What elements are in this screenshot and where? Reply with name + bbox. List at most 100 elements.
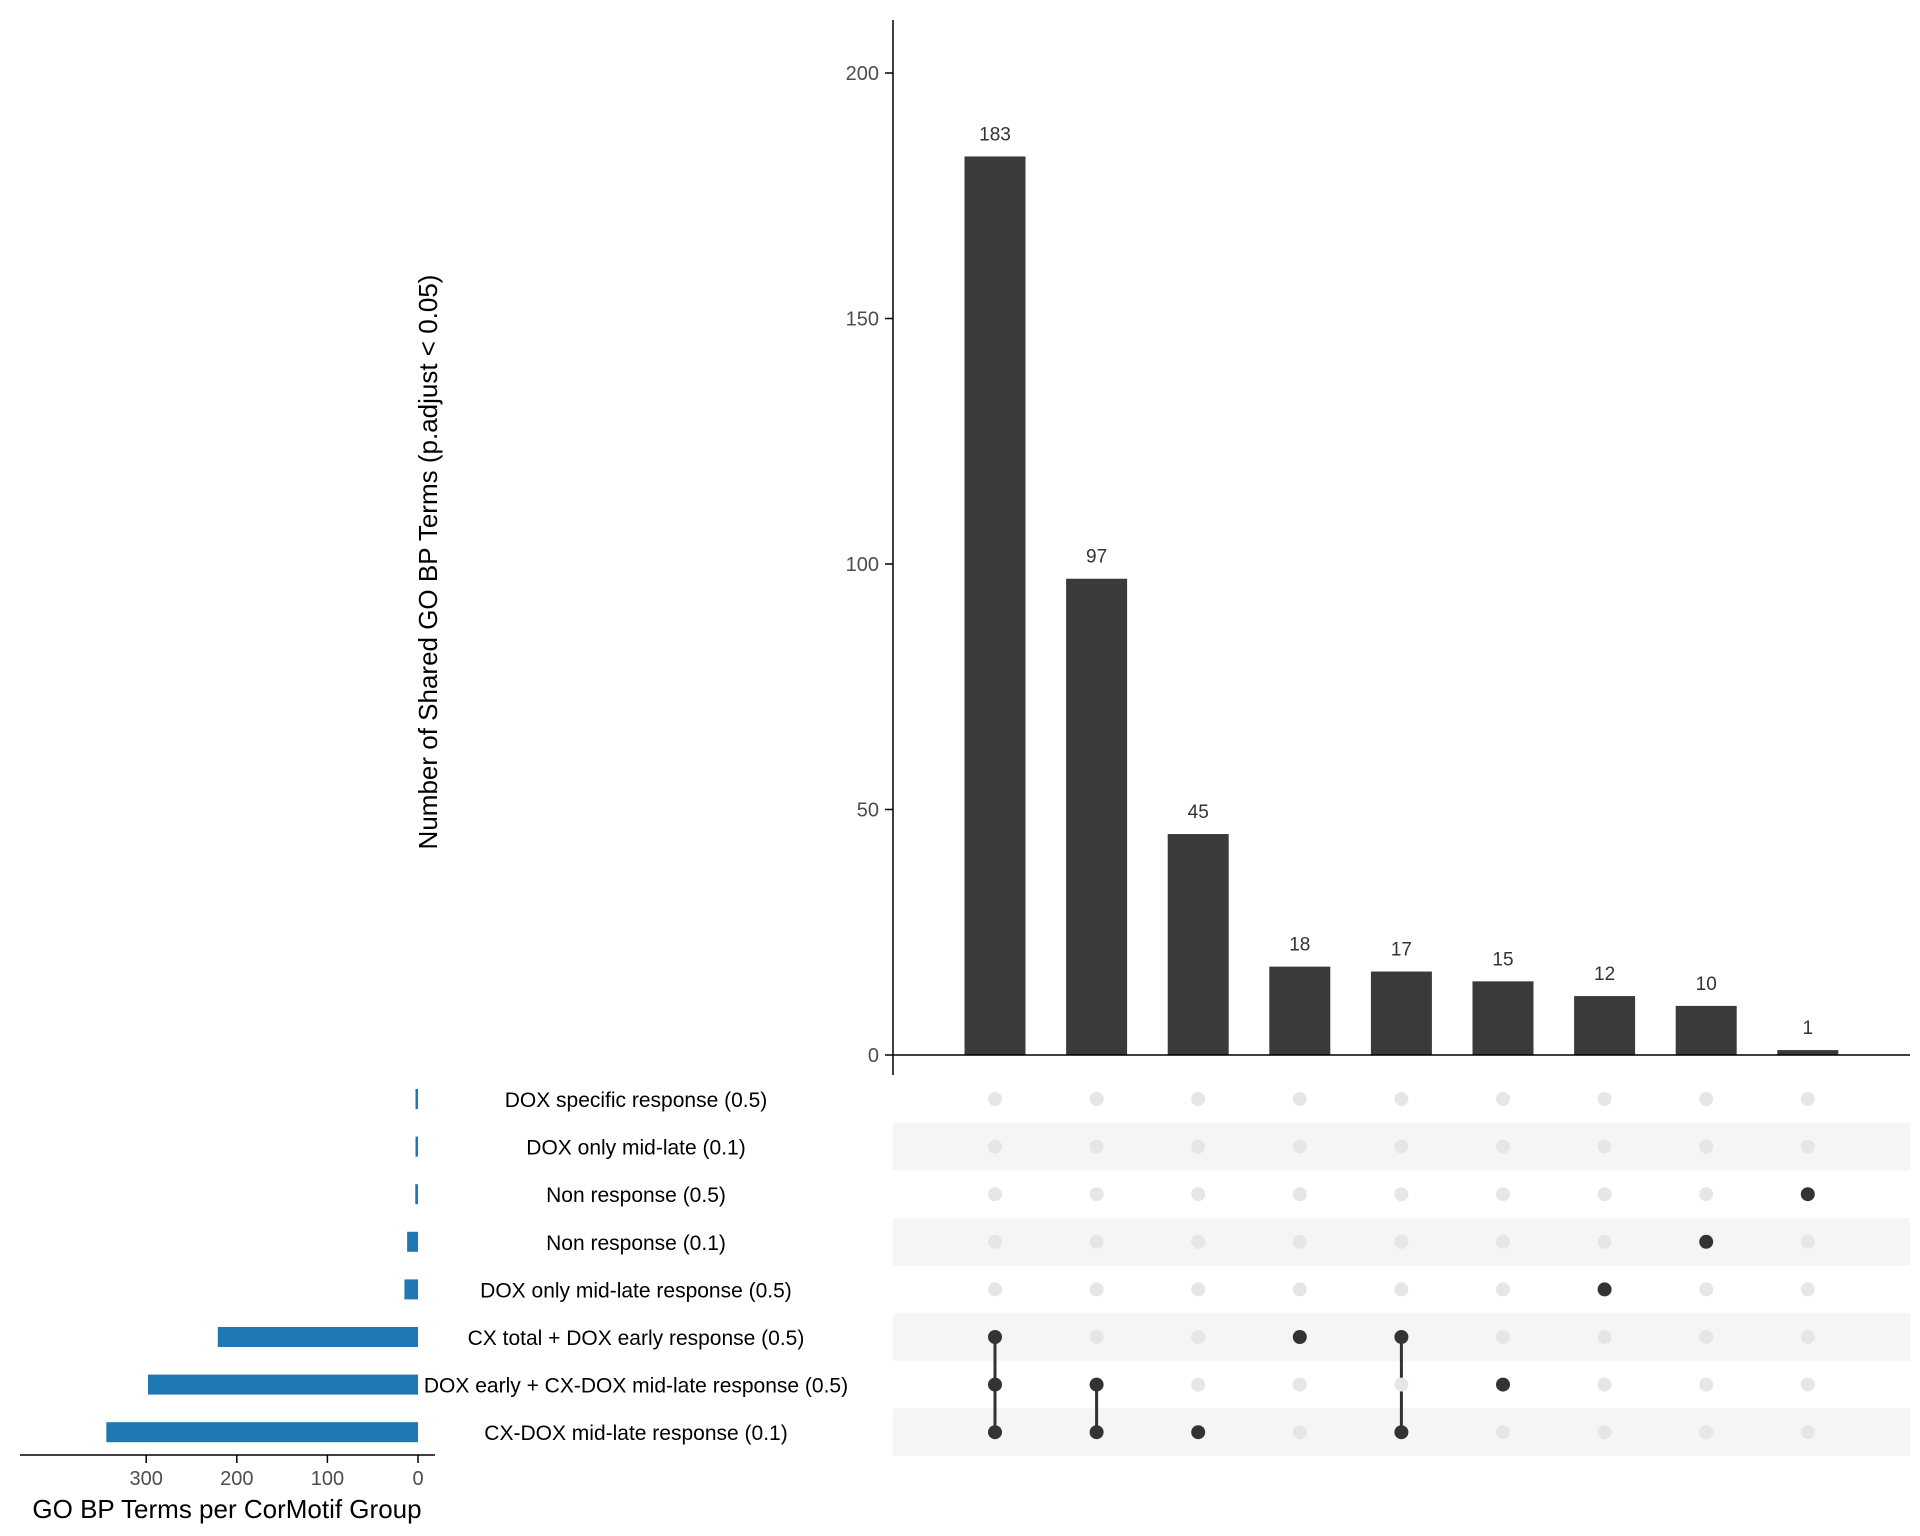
set-size-x-axis: 300 200 100 0 bbox=[20, 1454, 435, 1490]
matrix-dot-inactive bbox=[1191, 1187, 1206, 1202]
set-label: DOX only mid-late response (0.5) bbox=[480, 1279, 792, 1302]
matrix-dot-inactive bbox=[1800, 1282, 1815, 1297]
matrix-dot-inactive bbox=[1597, 1187, 1612, 1202]
intersection-y-axis: 0 50 100 150 200 bbox=[846, 20, 1910, 1075]
matrix-dot-inactive bbox=[1699, 1425, 1714, 1440]
intersection-bar bbox=[964, 156, 1026, 1056]
matrix-dots bbox=[988, 1092, 1815, 1440]
intersection-bar bbox=[1472, 981, 1534, 1055]
intersection-y-tick-label: 100 bbox=[846, 554, 879, 576]
matrix-dot-inactive bbox=[1699, 1092, 1714, 1106]
set-label: Non response (0.5) bbox=[546, 1184, 726, 1207]
matrix-dot-inactive bbox=[1800, 1139, 1815, 1154]
intersection-bar bbox=[1066, 578, 1128, 1055]
matrix-dot-inactive bbox=[1496, 1425, 1510, 1440]
matrix-dot-inactive bbox=[1292, 1092, 1307, 1106]
matrix-dot-inactive bbox=[1292, 1187, 1307, 1202]
intersection-y-tick-label: 50 bbox=[857, 800, 879, 822]
matrix-dot-active bbox=[1597, 1282, 1612, 1297]
matrix-dot-inactive bbox=[1292, 1377, 1307, 1392]
matrix-dot-inactive bbox=[1191, 1282, 1206, 1297]
intersection-bar bbox=[1675, 1005, 1737, 1055]
set-size-bar bbox=[217, 1327, 418, 1347]
matrix-dot-inactive bbox=[1496, 1282, 1510, 1297]
intersection-bar-label: 17 bbox=[1391, 940, 1412, 961]
set-label: CX-DOX mid-late response (0.1) bbox=[484, 1422, 787, 1445]
set-label: CX total + DOX early response (0.5) bbox=[468, 1327, 805, 1350]
matrix-dot-inactive bbox=[1089, 1330, 1104, 1344]
matrix-dot-inactive bbox=[1800, 1330, 1815, 1344]
matrix-dot-inactive bbox=[1394, 1139, 1409, 1154]
matrix-dot-active bbox=[1496, 1377, 1510, 1392]
matrix-dot-inactive bbox=[1292, 1234, 1307, 1249]
set-size-x-axis-title: GO BP Terms per CorMotif Group bbox=[32, 1494, 421, 1524]
matrix-dot-inactive bbox=[1089, 1234, 1104, 1249]
set-size-bars bbox=[106, 1089, 418, 1443]
matrix-dot-inactive bbox=[988, 1282, 1002, 1297]
matrix-dot-inactive bbox=[1292, 1282, 1307, 1297]
intersection-bar-label: 15 bbox=[1492, 949, 1513, 970]
matrix-dot-inactive bbox=[1292, 1425, 1307, 1440]
set-size-tick-label: 100 bbox=[311, 1468, 344, 1490]
matrix-dot-active bbox=[988, 1330, 1002, 1344]
set-size-bar bbox=[148, 1374, 418, 1395]
matrix-dot-inactive bbox=[1394, 1282, 1409, 1297]
matrix-dot-inactive bbox=[1191, 1139, 1206, 1154]
matrix-dot-inactive bbox=[1089, 1139, 1104, 1154]
matrix-dot-inactive bbox=[988, 1234, 1002, 1249]
set-size-bar bbox=[106, 1422, 418, 1443]
intersection-bar bbox=[1269, 966, 1331, 1055]
intersection-bar-label: 12 bbox=[1594, 964, 1615, 985]
matrix-dot-inactive bbox=[1496, 1187, 1510, 1202]
matrix-dot-inactive bbox=[1394, 1092, 1409, 1106]
matrix-dot-inactive bbox=[1089, 1282, 1104, 1297]
matrix-dot-inactive bbox=[1496, 1139, 1510, 1154]
matrix-dot-active bbox=[1191, 1425, 1206, 1440]
matrix-dot-inactive bbox=[1597, 1377, 1612, 1392]
set-label: DOX early + CX-DOX mid-late response (0.… bbox=[424, 1375, 848, 1398]
intersection-bar-label: 97 bbox=[1086, 547, 1107, 568]
intersection-bars: 183 97 45 18 17 15 12 10 1 bbox=[964, 124, 1839, 1056]
matrix-dot-inactive bbox=[988, 1139, 1002, 1154]
set-labels: DOX specific response (0.5) DOX only mid-… bbox=[424, 1089, 848, 1445]
matrix-dot-inactive bbox=[1800, 1092, 1815, 1106]
intersection-y-axis-title: Number of Shared GO BP Terms (p.adjust <… bbox=[413, 275, 443, 850]
set-size-tick-label: 200 bbox=[220, 1468, 253, 1490]
matrix-dot-inactive bbox=[1292, 1139, 1307, 1154]
matrix-dot-inactive bbox=[1597, 1330, 1612, 1344]
matrix-dot-inactive bbox=[1089, 1092, 1104, 1106]
intersection-bar bbox=[1574, 996, 1636, 1055]
set-size-bar bbox=[404, 1279, 418, 1300]
matrix-dot-active bbox=[1089, 1425, 1104, 1440]
matrix-dot-inactive bbox=[1191, 1330, 1206, 1344]
set-size-bar bbox=[415, 1136, 418, 1157]
matrix-dot-active bbox=[1699, 1234, 1714, 1249]
matrix-dot-inactive bbox=[1089, 1187, 1104, 1202]
matrix-dot-inactive bbox=[1597, 1139, 1612, 1154]
set-label: Non response (0.1) bbox=[546, 1232, 726, 1255]
set-size-bar bbox=[415, 1089, 418, 1109]
matrix-dot-inactive bbox=[1496, 1330, 1510, 1344]
matrix-dot-active bbox=[988, 1425, 1002, 1440]
intersection-y-tick-label: 150 bbox=[846, 309, 879, 331]
set-size-bar bbox=[415, 1184, 418, 1205]
matrix-dot-inactive bbox=[988, 1187, 1002, 1202]
matrix-dot-inactive bbox=[1597, 1092, 1612, 1106]
matrix-dot-inactive bbox=[1496, 1092, 1510, 1106]
set-size-bar bbox=[407, 1231, 418, 1252]
matrix-dot-active bbox=[988, 1377, 1002, 1392]
matrix-dot-inactive bbox=[1800, 1234, 1815, 1249]
matrix-dot-inactive bbox=[1800, 1377, 1815, 1392]
matrix-dot-inactive bbox=[1191, 1234, 1206, 1249]
set-label: DOX specific response (0.5) bbox=[505, 1089, 768, 1112]
intersection-bar-label: 10 bbox=[1696, 974, 1717, 995]
matrix-dot-active bbox=[1089, 1377, 1104, 1392]
matrix-dot-inactive bbox=[1699, 1330, 1714, 1344]
matrix-dot-active bbox=[1394, 1330, 1409, 1344]
matrix-dot-inactive bbox=[1699, 1282, 1714, 1297]
set-size-tick-label: 300 bbox=[130, 1468, 163, 1490]
set-size-tick-label: 0 bbox=[412, 1468, 423, 1490]
intersection-bar-label: 18 bbox=[1289, 935, 1310, 956]
matrix-dot-inactive bbox=[1699, 1139, 1714, 1154]
